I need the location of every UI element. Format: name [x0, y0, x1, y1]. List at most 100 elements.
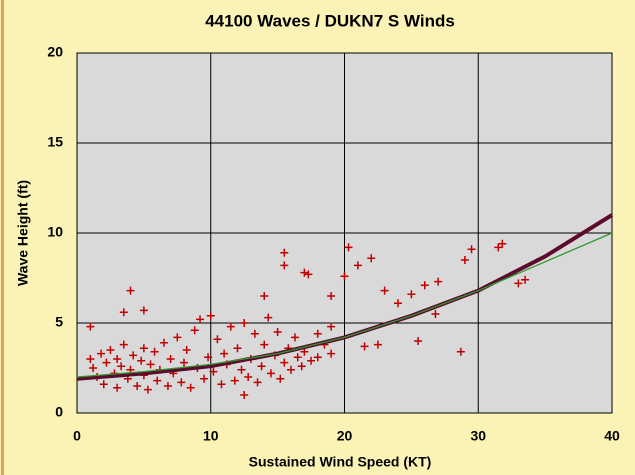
- scatter-point: [102, 358, 111, 367]
- scatter-point: [113, 355, 122, 363]
- scatter-point: [250, 329, 259, 338]
- scatter-point: [367, 254, 376, 263]
- scatter-point: [266, 369, 275, 378]
- scatter-point: [166, 355, 175, 363]
- scatter-point: [226, 322, 235, 331]
- scatter-point: [407, 290, 416, 299]
- window-edge: [1, 0, 4, 475]
- y-tick-label: 20: [47, 44, 63, 60]
- scatter-point: [257, 362, 266, 371]
- scatter-point: [113, 383, 122, 392]
- scatter-point: [313, 329, 322, 338]
- scatter-point: [106, 346, 115, 354]
- scatter-point: [139, 306, 148, 315]
- scatter-point: [209, 367, 218, 376]
- scatter-point: [353, 261, 362, 270]
- scatter-point: [117, 362, 126, 371]
- scatter-point: [327, 349, 336, 358]
- scatter-point: [150, 347, 159, 356]
- scatter-point: [99, 380, 108, 389]
- scatter-point: [240, 391, 249, 399]
- y-tick-label: 15: [47, 134, 63, 150]
- scatter-point: [327, 292, 336, 300]
- scatter-point: [233, 344, 242, 353]
- y-axis-label: Wave Height (ft): [15, 180, 31, 286]
- scatter-point: [420, 281, 429, 290]
- x-tick-label: 30: [470, 428, 486, 444]
- scatter-point: [253, 378, 262, 387]
- scatter-point: [276, 374, 285, 383]
- scatter-point: [86, 355, 95, 363]
- scatter-point: [86, 322, 95, 331]
- scatter-point: [264, 313, 273, 322]
- scatter-point: [360, 342, 369, 351]
- scatter-point: [143, 385, 152, 394]
- scatter-point: [240, 319, 249, 327]
- scatter-point: [307, 356, 316, 365]
- scatter-point: [206, 311, 215, 320]
- scatter-point: [293, 353, 302, 362]
- x-tick-label: 20: [337, 428, 353, 444]
- scatter-point: [126, 286, 135, 295]
- scatter-point: [163, 382, 172, 390]
- scatter-point: [498, 239, 507, 248]
- scatter-point: [200, 374, 209, 383]
- scatter-point: [119, 340, 128, 349]
- scatter-point: [514, 279, 523, 288]
- scatter-point: [273, 328, 282, 336]
- scatter-point: [280, 358, 289, 367]
- scatter-point: [291, 333, 300, 342]
- scatter-point: [260, 340, 269, 349]
- scatter-point: [244, 373, 253, 381]
- scatter-point: [159, 338, 168, 347]
- scatter-point: [494, 243, 503, 252]
- scatter-point: [280, 261, 289, 270]
- fit-line: [76, 232, 613, 378]
- scatter-point: [119, 308, 128, 317]
- scatter-point: [327, 322, 336, 331]
- scatter-point: [373, 340, 382, 349]
- scatter-point: [137, 356, 146, 365]
- scatter-point: [297, 362, 306, 371]
- scatter-point: [434, 277, 443, 286]
- scatter-point: [521, 275, 530, 284]
- scatter-point: [173, 333, 182, 342]
- scatter-point: [380, 286, 389, 295]
- scatter-point: [287, 365, 295, 374]
- scatter-point: [313, 353, 322, 362]
- scatter-point: [182, 346, 191, 354]
- y-tick-label: 0: [55, 404, 63, 420]
- scatter-point: [153, 376, 162, 385]
- scatter-point: [196, 315, 205, 324]
- scatter-point: [133, 382, 142, 390]
- scatter-point: [280, 248, 289, 257]
- scatter-point: [456, 347, 465, 356]
- x-axis-label: Sustained Wind Speed (KT): [249, 454, 432, 470]
- scatter-point: [460, 256, 469, 264]
- scatter-point: [220, 349, 229, 358]
- scatter-point: [89, 364, 98, 372]
- scatter-point: [340, 272, 349, 281]
- scatter-point: [177, 378, 186, 387]
- scatter-point: [394, 299, 402, 308]
- scatter-point: [146, 360, 155, 369]
- scatter-point: [414, 337, 423, 345]
- scatter-point: [304, 270, 313, 279]
- x-tick-label: 40: [604, 428, 620, 444]
- y-tick-label: 10: [47, 224, 63, 240]
- scatter-point: [431, 310, 440, 318]
- scatter-point: [237, 365, 246, 374]
- scatter-point: [204, 353, 213, 362]
- scatter-point: [217, 380, 226, 389]
- y-tick-label: 5: [55, 314, 63, 330]
- scatter-point: [300, 268, 309, 277]
- scatter-point: [129, 351, 138, 360]
- scatter-point: [230, 376, 239, 385]
- x-tick-label: 10: [203, 428, 219, 444]
- scatter-point: [213, 335, 222, 344]
- chart-title: 44100 Waves / DUKN7 S Winds: [205, 11, 455, 30]
- scatter-point: [260, 292, 269, 300]
- scatter-point: [97, 349, 106, 358]
- scatter-point: [186, 383, 195, 392]
